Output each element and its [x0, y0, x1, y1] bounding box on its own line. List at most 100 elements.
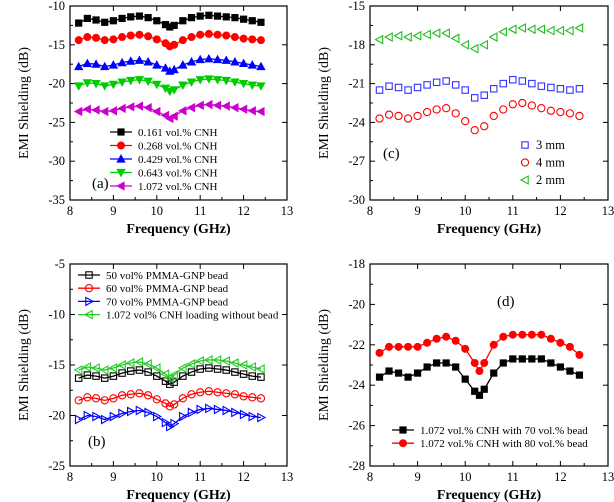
data-point — [203, 355, 213, 365]
series-a-1 — [74, 29, 265, 51]
data-point — [195, 54, 205, 64]
data-point — [144, 32, 153, 41]
y-tick-label: -25 — [48, 115, 65, 129]
data-point — [74, 414, 84, 425]
data-point — [178, 106, 187, 116]
data-point — [186, 57, 197, 66]
x-tick-label: 13 — [281, 470, 294, 484]
data-point — [74, 396, 83, 405]
x-tick-label: 11 — [194, 204, 206, 218]
data-point — [231, 407, 241, 418]
data-point — [461, 375, 469, 383]
data-point — [248, 393, 257, 402]
data-point — [547, 83, 555, 92]
data-point — [442, 359, 450, 367]
data-point — [142, 359, 152, 369]
data-point — [479, 39, 488, 50]
legend-label: 0.161 vol.% CNH — [138, 127, 218, 139]
panel-label: (b) — [88, 434, 106, 450]
data-point — [490, 369, 498, 377]
chart-panel-c: 8 9 10 11 12 13 -30 -27 -24 -21 -18 -15 Frequency (G… — [317, 0, 614, 237]
data-point — [528, 355, 536, 363]
y-tick-label: -28 — [348, 459, 365, 473]
data-point — [238, 104, 248, 114]
data-point — [153, 372, 161, 380]
legend-label: 60 vol% PMMA-GNP bead — [106, 283, 229, 295]
data-point — [229, 358, 239, 368]
x-tick-label: 8 — [67, 470, 73, 484]
data-point — [575, 111, 584, 121]
data-point — [170, 21, 178, 30]
data-point — [222, 13, 230, 21]
series-c-0 — [375, 75, 584, 102]
data-point — [480, 122, 489, 131]
data-point — [73, 106, 83, 117]
series-a-2 — [74, 53, 266, 75]
data-point — [108, 80, 119, 90]
data-point — [480, 358, 489, 367]
data-point — [375, 373, 384, 381]
data-point — [230, 390, 240, 399]
data-point — [187, 368, 196, 376]
legend-marker — [398, 439, 407, 448]
data-point — [118, 33, 127, 42]
data-point — [256, 106, 265, 117]
data-point — [170, 40, 179, 49]
data-point — [126, 31, 135, 40]
data-point — [247, 81, 257, 90]
data-point — [461, 344, 470, 353]
x-tick-label: 12 — [237, 470, 250, 484]
data-point — [117, 391, 127, 400]
data-point — [565, 109, 575, 118]
data-point — [166, 421, 175, 432]
y-tick-label: -15 — [48, 38, 65, 52]
data-point — [196, 365, 204, 373]
series-d-1 — [375, 330, 584, 376]
data-point — [255, 364, 265, 374]
data-point — [402, 32, 412, 42]
data-point — [256, 394, 266, 403]
data-point — [153, 411, 162, 422]
x-tick-label: 13 — [602, 204, 614, 218]
y-tick-label: -15 — [348, 0, 365, 13]
data-point — [205, 11, 213, 19]
y-tick-label: -10 — [48, 308, 65, 322]
legend-label: 0.268 vol.% CNH — [138, 141, 218, 153]
data-point — [518, 355, 526, 363]
data-point — [212, 54, 223, 64]
data-point — [566, 86, 574, 94]
data-point — [82, 362, 92, 372]
legend-label: 2 mm — [536, 173, 565, 187]
legend-label: 0.429 vol.% CNH — [138, 154, 218, 166]
data-point — [196, 30, 205, 39]
data-point — [195, 356, 204, 366]
series-a-0 — [75, 11, 265, 31]
data-point — [144, 14, 152, 22]
data-point — [247, 362, 257, 372]
data-point — [117, 57, 127, 67]
data-point — [117, 103, 126, 114]
data-point — [508, 100, 517, 109]
data-point — [385, 82, 393, 90]
data-point — [74, 61, 84, 71]
chart-panel-a: 8 9 10 11 12 13 -35 -30 -25 -20 -15 -10 Frequency (G… — [17, 0, 293, 237]
x-tick-label: 9 — [110, 470, 116, 484]
data-point — [489, 111, 498, 121]
data-point — [256, 61, 266, 71]
x-axis-label: Frequency (GHz) — [437, 488, 542, 502]
data-point — [179, 17, 187, 25]
data-point — [109, 394, 118, 403]
data-point — [91, 59, 101, 68]
data-point — [187, 14, 196, 22]
x-tick-label: 12 — [554, 204, 567, 218]
data-point — [527, 330, 536, 339]
x-tick-label: 11 — [507, 470, 519, 484]
y-axis-label: EMI Shielding (dB) — [317, 309, 332, 421]
data-point — [135, 405, 145, 416]
y-tick-label: -18 — [348, 257, 365, 271]
data-point — [490, 85, 498, 93]
data-point — [442, 332, 451, 341]
legend-label: 4 mm — [536, 156, 565, 170]
data-point — [404, 373, 412, 381]
data-point — [488, 32, 498, 42]
